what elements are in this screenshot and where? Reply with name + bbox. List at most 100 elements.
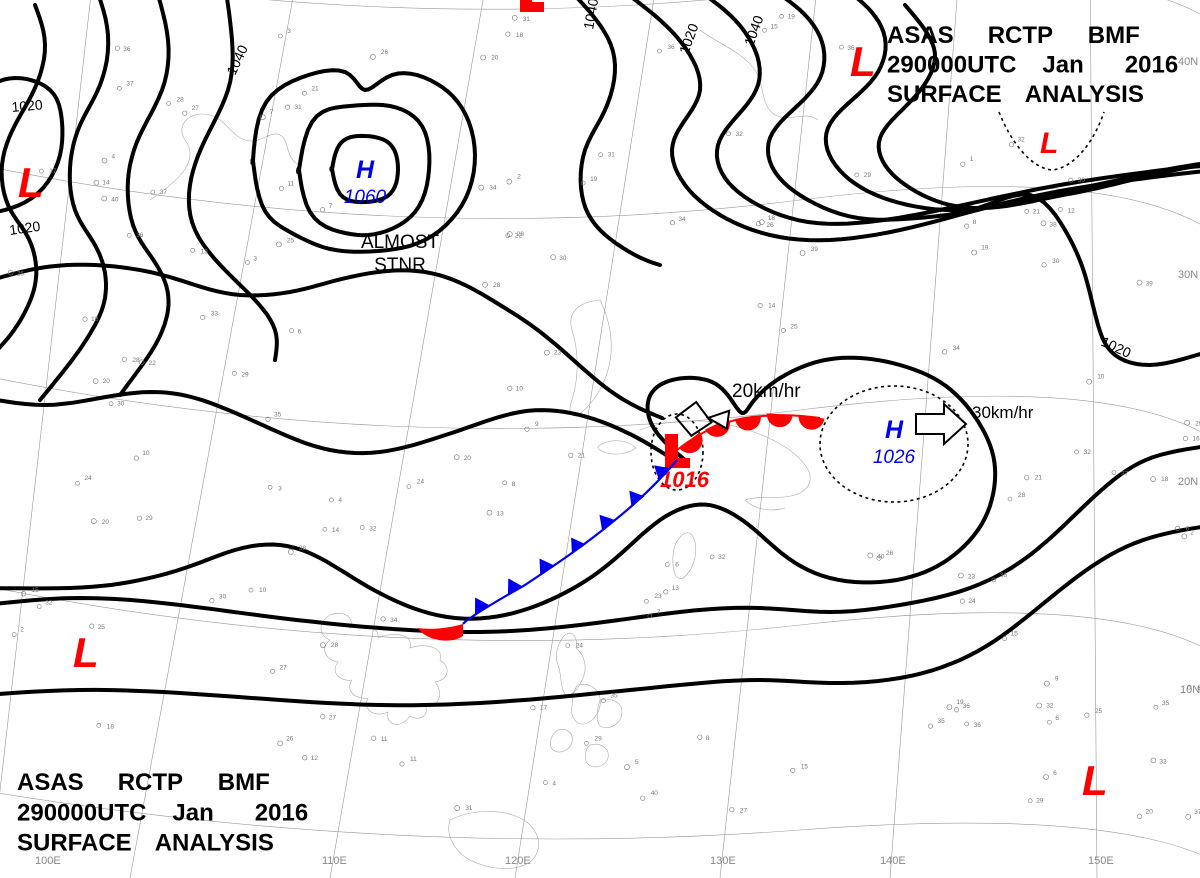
svg-text:29: 29 bbox=[595, 735, 603, 742]
svg-text:30: 30 bbox=[1052, 258, 1060, 265]
svg-text:25: 25 bbox=[790, 324, 798, 331]
svg-text:13: 13 bbox=[497, 511, 505, 518]
svg-text:19: 19 bbox=[981, 245, 989, 252]
svg-text:29: 29 bbox=[145, 515, 153, 522]
svg-text:37: 37 bbox=[1194, 809, 1200, 816]
svg-text:17: 17 bbox=[540, 705, 548, 712]
svg-text:30: 30 bbox=[559, 255, 567, 262]
svg-text:11: 11 bbox=[410, 756, 417, 763]
svg-text:32: 32 bbox=[369, 526, 377, 533]
svg-text:34: 34 bbox=[489, 185, 497, 192]
svg-text:27: 27 bbox=[740, 808, 748, 815]
svg-text:29: 29 bbox=[241, 371, 249, 378]
svg-text:22: 22 bbox=[149, 360, 157, 367]
svg-text:7: 7 bbox=[270, 109, 274, 116]
svg-text:30: 30 bbox=[219, 594, 227, 601]
svg-text:29: 29 bbox=[1036, 798, 1044, 805]
svg-text:37: 37 bbox=[126, 80, 134, 87]
svg-text:18: 18 bbox=[91, 316, 99, 323]
svg-text:34: 34 bbox=[678, 216, 686, 223]
svg-text:120E: 120E bbox=[505, 855, 531, 867]
svg-text:20: 20 bbox=[464, 455, 472, 462]
svg-text:6: 6 bbox=[1053, 770, 1057, 777]
svg-text:8: 8 bbox=[973, 219, 977, 226]
svg-text:36: 36 bbox=[974, 722, 982, 729]
svg-text:1: 1 bbox=[970, 156, 974, 163]
svg-text:8: 8 bbox=[512, 481, 516, 488]
svg-text:35: 35 bbox=[1162, 700, 1170, 707]
svg-text:15: 15 bbox=[801, 764, 809, 771]
svg-text:STNR: STNR bbox=[374, 255, 426, 276]
svg-text:34: 34 bbox=[953, 345, 961, 352]
svg-text:3: 3 bbox=[253, 256, 257, 263]
svg-text:20: 20 bbox=[103, 378, 111, 385]
svg-text:28: 28 bbox=[132, 357, 140, 364]
svg-text:36: 36 bbox=[1000, 572, 1008, 579]
svg-text:8: 8 bbox=[706, 735, 710, 742]
svg-text:23: 23 bbox=[654, 593, 662, 600]
svg-text:21: 21 bbox=[1035, 475, 1043, 482]
svg-text:21: 21 bbox=[311, 85, 319, 92]
svg-text:12: 12 bbox=[311, 755, 319, 762]
svg-text:32: 32 bbox=[1159, 758, 1167, 765]
svg-text:32: 32 bbox=[718, 554, 726, 561]
svg-text:14: 14 bbox=[768, 303, 776, 310]
svg-text:38: 38 bbox=[299, 545, 307, 552]
svg-text:140E: 140E bbox=[880, 855, 906, 867]
svg-text:27: 27 bbox=[192, 105, 200, 112]
svg-text:24: 24 bbox=[968, 598, 976, 605]
svg-text:40: 40 bbox=[877, 553, 885, 560]
svg-text:21: 21 bbox=[578, 452, 586, 459]
svg-text:6: 6 bbox=[1055, 715, 1059, 722]
svg-text:9: 9 bbox=[1055, 676, 1059, 683]
svg-text:15: 15 bbox=[1011, 631, 1019, 638]
svg-text:H: H bbox=[885, 416, 904, 444]
svg-text:130E: 130E bbox=[710, 855, 736, 867]
svg-text:17: 17 bbox=[49, 168, 57, 175]
svg-text:2: 2 bbox=[20, 627, 24, 634]
svg-text:11: 11 bbox=[288, 180, 295, 187]
svg-text:2: 2 bbox=[1190, 529, 1194, 536]
svg-text:26: 26 bbox=[17, 271, 25, 278]
svg-text:25: 25 bbox=[1095, 708, 1103, 715]
svg-text:20: 20 bbox=[491, 55, 499, 62]
svg-text:30: 30 bbox=[117, 401, 125, 408]
svg-text:100E: 100E bbox=[35, 855, 61, 867]
svg-text:36: 36 bbox=[963, 703, 971, 710]
svg-text:24: 24 bbox=[85, 475, 93, 482]
svg-text:18: 18 bbox=[107, 723, 115, 730]
svg-text:39: 39 bbox=[811, 246, 819, 253]
svg-text:26: 26 bbox=[886, 550, 894, 557]
svg-text:L: L bbox=[73, 629, 99, 676]
svg-text:29: 29 bbox=[864, 172, 872, 179]
svg-text:21: 21 bbox=[1033, 208, 1041, 215]
svg-text:23: 23 bbox=[554, 350, 562, 357]
svg-text:32: 32 bbox=[1018, 137, 1026, 144]
svg-text:31: 31 bbox=[465, 805, 473, 812]
svg-text:L: L bbox=[1082, 757, 1108, 804]
svg-text:20: 20 bbox=[1146, 808, 1154, 815]
svg-text:30km/hr: 30km/hr bbox=[972, 403, 1034, 422]
svg-text:20: 20 bbox=[102, 519, 110, 526]
svg-text:28: 28 bbox=[1018, 492, 1026, 499]
svg-text:10: 10 bbox=[1097, 374, 1105, 381]
svg-text:1026: 1026 bbox=[873, 447, 916, 468]
svg-text:16: 16 bbox=[1192, 436, 1200, 443]
svg-text:26: 26 bbox=[766, 222, 774, 229]
svg-text:20N: 20N bbox=[1178, 476, 1198, 488]
svg-text:13: 13 bbox=[672, 585, 680, 592]
svg-text:31: 31 bbox=[523, 16, 531, 23]
svg-text:20km/hr: 20km/hr bbox=[732, 381, 801, 402]
svg-text:18: 18 bbox=[516, 32, 524, 39]
svg-text:L: L bbox=[18, 159, 44, 206]
svg-text:ALMOST: ALMOST bbox=[361, 232, 440, 253]
svg-text:L: L bbox=[1040, 127, 1058, 160]
svg-text:25: 25 bbox=[287, 237, 295, 244]
svg-text:1020: 1020 bbox=[11, 96, 44, 115]
svg-text:19: 19 bbox=[590, 176, 598, 183]
svg-text:14: 14 bbox=[102, 180, 110, 187]
svg-text:4: 4 bbox=[552, 781, 556, 788]
svg-text:9: 9 bbox=[535, 421, 539, 428]
svg-text:35: 35 bbox=[274, 411, 282, 418]
svg-text:2: 2 bbox=[517, 174, 521, 181]
